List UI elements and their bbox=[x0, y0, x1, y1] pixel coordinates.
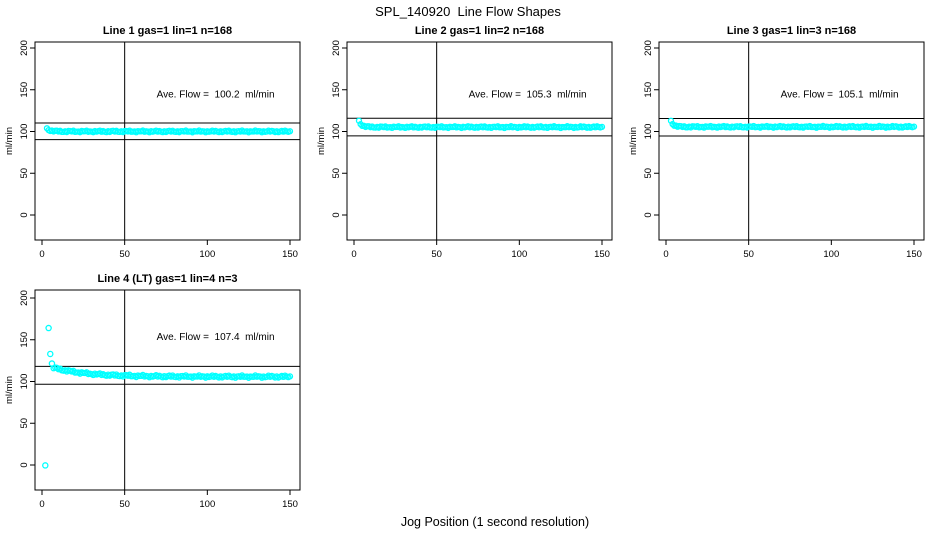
y-tick-label: 100 bbox=[643, 124, 654, 140]
y-tick-label: 200 bbox=[643, 40, 654, 56]
x-tick-label: 50 bbox=[431, 249, 442, 260]
y-tick-label: 0 bbox=[643, 212, 654, 217]
data-point bbox=[42, 462, 49, 469]
y-tick-label: 100 bbox=[331, 124, 342, 140]
data-point bbox=[286, 128, 294, 135]
x-tick-label: 0 bbox=[39, 499, 44, 510]
plot-box bbox=[658, 41, 925, 241]
panel-1: Line 1 gas=1 lin=1 n=168 0 50 100 150 0 50 100 1… bbox=[4, 25, 301, 260]
x-axis-label: Jog Position (1 second resolution) bbox=[400, 515, 590, 529]
ave-flow-annotation: Ave. Flow = 100.2 ml/min bbox=[157, 89, 275, 100]
y-tick-label: 0 bbox=[331, 212, 342, 217]
y-tick-label: 50 bbox=[331, 168, 342, 179]
y-tick-label: 0 bbox=[19, 462, 30, 467]
x-tick-label: 100 bbox=[511, 249, 527, 260]
y-axis-label: ml/min bbox=[4, 376, 15, 404]
x-tick-label: 100 bbox=[199, 499, 215, 510]
y-tick-label: 200 bbox=[331, 40, 342, 56]
panel-title: Line 1 gas=1 lin=1 n=168 bbox=[103, 25, 232, 37]
plot-box bbox=[34, 41, 301, 241]
panel-title: Line 4 (LT) gas=1 lin=4 n=3 bbox=[97, 273, 237, 285]
panel-4: Line 4 (LT) gas=1 lin=4 n=3 0 50 100 150 0 50 1… bbox=[4, 273, 301, 510]
data-point bbox=[45, 324, 52, 332]
y-axis-label: ml/min bbox=[4, 127, 15, 155]
x-tick-label: 50 bbox=[119, 249, 130, 260]
ave-flow-annotation: Ave. Flow = 107.4 ml/min bbox=[157, 332, 275, 343]
x-tick-label: 150 bbox=[594, 249, 610, 260]
y-tick-label: 50 bbox=[643, 168, 654, 179]
x-tick-label: 0 bbox=[663, 249, 668, 260]
x-tick-label: 0 bbox=[39, 249, 44, 260]
y-tick-label: 200 bbox=[19, 290, 30, 306]
panel-3: Line 3 gas=1 lin=3 n=168 0 50 100 150 0 50 100 1… bbox=[628, 25, 925, 260]
x-tick-label: 150 bbox=[906, 249, 922, 260]
main-title: SPL_140920 Line Flow Shapes bbox=[375, 4, 561, 19]
y-tick-label: 50 bbox=[19, 418, 30, 429]
panel-2: Line 2 gas=1 lin=2 n=168 0 50 100 150 0 50 100 1… bbox=[316, 25, 613, 260]
x-tick-label: 50 bbox=[743, 249, 754, 260]
x-tick-label: 150 bbox=[282, 249, 298, 260]
y-tick-label: 150 bbox=[19, 332, 30, 348]
panel-title: Line 2 gas=1 lin=2 n=168 bbox=[415, 25, 544, 37]
data-point bbox=[669, 120, 676, 128]
data-points bbox=[43, 125, 294, 136]
data-point bbox=[357, 121, 364, 128]
x-tick-label: 100 bbox=[199, 249, 215, 260]
x-tick-label: 0 bbox=[351, 249, 356, 260]
y-tick-label: 50 bbox=[19, 168, 30, 179]
y-tick-label: 0 bbox=[19, 212, 30, 217]
panel-title: Line 3 gas=1 lin=3 n=168 bbox=[727, 25, 856, 37]
y-tick-label: 150 bbox=[643, 82, 654, 98]
y-tick-label: 150 bbox=[19, 82, 30, 98]
x-tick-label: 100 bbox=[823, 249, 839, 260]
ave-flow-annotation: Ave. Flow = 105.3 ml/min bbox=[469, 89, 587, 100]
data-point bbox=[47, 350, 54, 358]
y-tick-label: 100 bbox=[19, 124, 30, 140]
data-point bbox=[910, 123, 918, 130]
y-axis-label: ml/min bbox=[316, 127, 327, 155]
plot-box bbox=[346, 41, 613, 241]
x-tick-label: 50 bbox=[119, 499, 130, 510]
data-point bbox=[598, 123, 606, 131]
data-points bbox=[355, 117, 606, 132]
data-point bbox=[355, 117, 363, 124]
data-point bbox=[667, 117, 675, 124]
x-tick-label: 150 bbox=[282, 499, 298, 510]
y-tick-label: 100 bbox=[19, 374, 30, 390]
data-points bbox=[42, 324, 294, 469]
y-tick-label: 200 bbox=[19, 40, 30, 56]
y-tick-label: 150 bbox=[331, 82, 342, 98]
data-points bbox=[667, 117, 918, 131]
plot-box bbox=[34, 289, 301, 491]
ave-flow-annotation: Ave. Flow = 105.1 ml/min bbox=[781, 89, 899, 100]
y-axis-label: ml/min bbox=[628, 127, 639, 155]
data-point bbox=[286, 373, 294, 380]
